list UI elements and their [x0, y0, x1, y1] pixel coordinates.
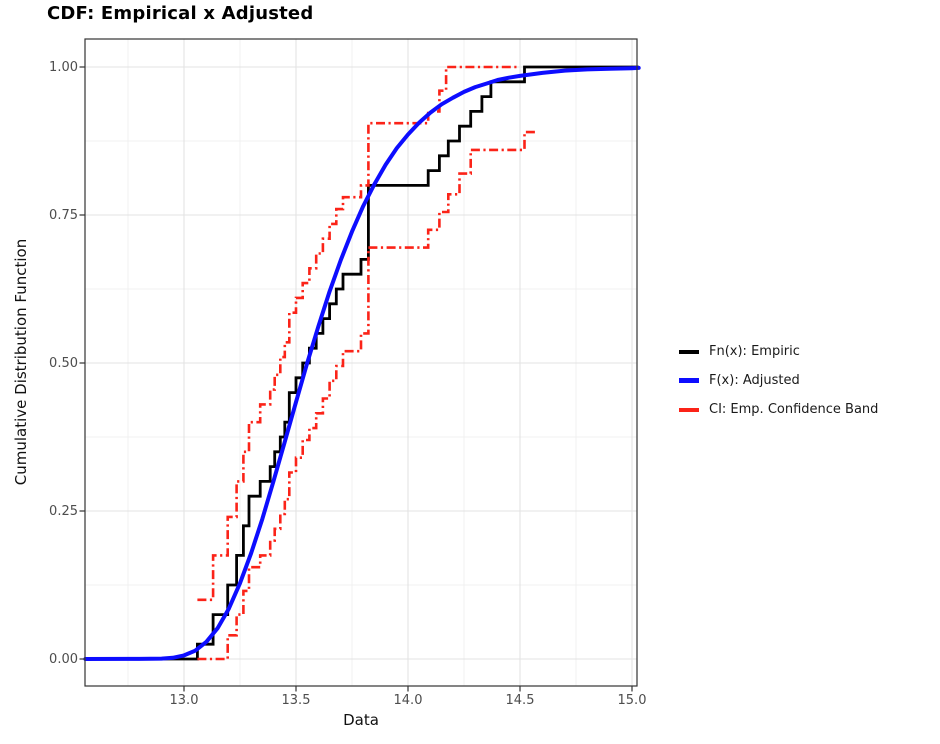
ci-lower-band-line [197, 130, 536, 661]
legend-label-empiric: Fn(x): Empiric [709, 344, 800, 359]
legend-key-empiric-line [679, 349, 699, 354]
y-tick-label: 0.50 [49, 355, 78, 371]
y-axis-title: Cumulative Distribution Function [12, 238, 30, 486]
y-tick-label: 0.75 [49, 207, 78, 223]
legend-key-confidence-band-line [679, 407, 699, 412]
legend-label-adjusted: F(x): Adjusted [709, 373, 800, 388]
x-tick-label: 13.0 [169, 693, 199, 708]
legend-label-confidence-band: CI: Emp. Confidence Band [709, 402, 879, 417]
legend-key-adjusted-line [679, 378, 699, 383]
x-tick-label: 14.5 [505, 693, 535, 708]
legend: Fn(x): Empiric F(x): Adjusted CI: Emp. C… [679, 337, 878, 424]
legend-item-confidence-band: CI: Emp. Confidence Band [679, 395, 878, 424]
x-axis-title: Data [343, 711, 379, 729]
y-tick-label: 1.00 [49, 59, 78, 75]
x-tick-label: 14.0 [393, 693, 423, 708]
x-tick-label: 13.5 [281, 693, 311, 708]
x-tick-label: 15.0 [617, 693, 647, 708]
y-tick-label: 0.25 [49, 503, 78, 519]
legend-item-adjusted: F(x): Adjusted [679, 366, 878, 395]
ci-upper-band-line [197, 65, 520, 602]
plot-title: CDF: Empirical x Adjusted [47, 3, 314, 24]
adjusted-cdf-line [83, 65, 641, 661]
legend-item-empiric: Fn(x): Empiric [679, 337, 878, 366]
y-tick-label: 0.00 [49, 651, 78, 667]
